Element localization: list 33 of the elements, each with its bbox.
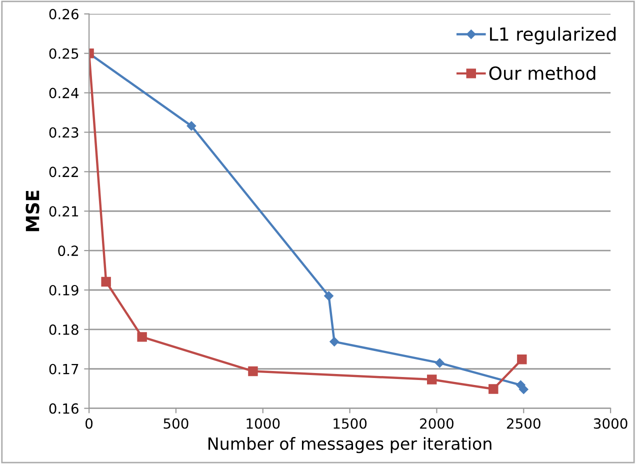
y-tick-label: 0.24 bbox=[49, 88, 79, 98]
point bbox=[186, 121, 196, 131]
x-tick-label: 1500 bbox=[334, 418, 367, 429]
y-tick-label: 0.23 bbox=[49, 127, 78, 138]
point bbox=[435, 358, 444, 368]
x-tick-label: 2000 bbox=[420, 418, 454, 429]
legend-label: L1 regularized bbox=[490, 26, 616, 44]
point bbox=[330, 337, 339, 346]
y-tick-label: 0.22 bbox=[49, 166, 78, 178]
y-tick-label: 0.2 bbox=[58, 246, 78, 256]
point bbox=[248, 366, 258, 376]
y-tick-label: 0.18 bbox=[49, 324, 78, 335]
point bbox=[488, 384, 498, 394]
point bbox=[517, 354, 527, 364]
point bbox=[324, 291, 334, 301]
y-tick-label: 0.16 bbox=[49, 403, 78, 414]
legend-label: Our method bbox=[489, 66, 596, 80]
y-axis-title: MSE bbox=[26, 190, 40, 232]
point bbox=[426, 374, 437, 384]
y-tick-label: 0.21 bbox=[49, 206, 78, 217]
point bbox=[519, 384, 528, 394]
y-tick-label: 0.25 bbox=[49, 48, 78, 59]
point bbox=[101, 276, 111, 287]
x-axis-title: Number of messages per iteration bbox=[208, 437, 492, 454]
x-tick-label: 2500 bbox=[506, 418, 540, 429]
x-tick-label: 0 bbox=[86, 418, 93, 429]
x-tick-label: 1000 bbox=[246, 418, 280, 429]
x-tick-label: 500 bbox=[164, 418, 188, 429]
y-tick-label: 0.19 bbox=[49, 284, 78, 296]
y-tick-label: 0.26 bbox=[49, 8, 78, 20]
x-tick-label: 3000 bbox=[594, 418, 628, 429]
y-tick-label: 0.17 bbox=[49, 364, 78, 374]
point bbox=[137, 332, 147, 342]
